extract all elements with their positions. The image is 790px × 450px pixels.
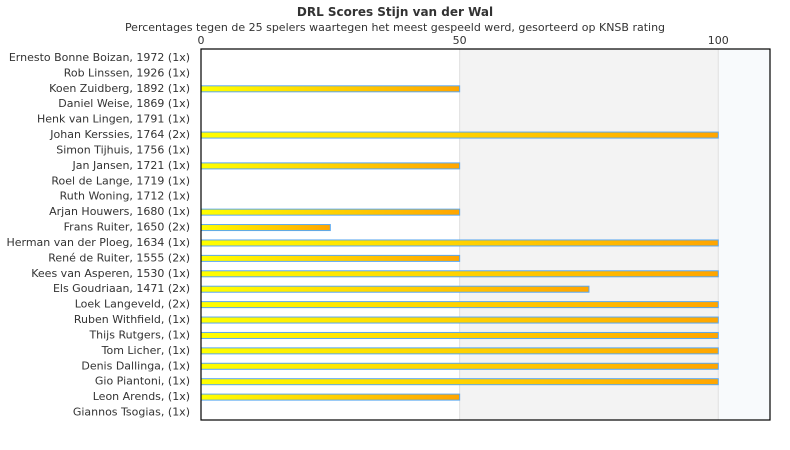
plot-band bbox=[718, 49, 770, 420]
category-label: Ruben Withfield, (1x) bbox=[74, 313, 190, 326]
bar bbox=[200, 162, 461, 170]
plot-band bbox=[201, 49, 460, 420]
bar bbox=[200, 331, 719, 339]
plot-band bbox=[459, 49, 719, 420]
x-tick-label: 100 bbox=[708, 34, 729, 47]
bar bbox=[200, 270, 719, 278]
category-label: Denis Dallinga, (1x) bbox=[81, 359, 190, 372]
bar bbox=[200, 85, 461, 93]
category-label: Ernesto Bonne Boizan, 1972 (1x) bbox=[9, 51, 190, 64]
x-tick-label: 50 bbox=[453, 34, 467, 47]
x-tick-label: 0 bbox=[198, 34, 205, 47]
plot-border bbox=[200, 48, 771, 421]
category-label: Henk van Lingen, 1791 (1x) bbox=[37, 113, 190, 126]
category-label: Koen Zuidberg, 1892 (1x) bbox=[49, 82, 190, 95]
category-label: Ruth Woning, 1712 (1x) bbox=[60, 190, 190, 203]
bar bbox=[200, 254, 461, 262]
bar bbox=[200, 362, 719, 370]
category-label: Giannos Tsogias, (1x) bbox=[73, 406, 190, 419]
category-label: René de Ruiter, 1555 (2x) bbox=[48, 251, 190, 264]
category-label: Els Goudriaan, 1471 (2x) bbox=[53, 282, 190, 295]
category-label: Simon Tijhuis, 1756 (1x) bbox=[56, 143, 190, 156]
bar bbox=[200, 208, 461, 216]
category-label: Frans Ruiter, 1650 (2x) bbox=[64, 221, 190, 234]
category-label: Jan Jansen, 1721 (1x) bbox=[72, 159, 190, 172]
bar bbox=[200, 316, 719, 324]
category-label: Arjan Houwers, 1680 (1x) bbox=[49, 205, 190, 218]
bar bbox=[200, 347, 719, 355]
bar bbox=[200, 239, 719, 247]
category-label: Daniel Weise, 1869 (1x) bbox=[58, 97, 190, 110]
category-label: Gio Piantoni, (1x) bbox=[95, 375, 190, 388]
chart-subtitle: Percentages tegen de 25 spelers waartege… bbox=[125, 21, 665, 34]
bar bbox=[200, 131, 719, 139]
chart-title: DRL Scores Stijn van der Wal bbox=[297, 5, 493, 19]
category-label: Herman van der Ploeg, 1634 (1x) bbox=[6, 236, 190, 249]
category-label: Leon Arends, (1x) bbox=[93, 390, 190, 403]
category-label: Rob Linssen, 1926 (1x) bbox=[64, 66, 190, 79]
category-label: Johan Kerssies, 1764 (2x) bbox=[49, 128, 190, 141]
category-label: Tom Licher, (1x) bbox=[101, 344, 190, 357]
bar bbox=[200, 224, 331, 232]
bar bbox=[200, 301, 719, 309]
category-label: Thijs Rutgers, (1x) bbox=[88, 328, 190, 341]
bar bbox=[200, 393, 461, 401]
category-label: Loek Langeveld, (2x) bbox=[75, 298, 190, 311]
bar bbox=[200, 285, 590, 293]
category-label: Kees van Asperen, 1530 (1x) bbox=[31, 267, 190, 280]
category-label: Roel de Lange, 1719 (1x) bbox=[51, 174, 190, 187]
bar bbox=[200, 378, 719, 386]
